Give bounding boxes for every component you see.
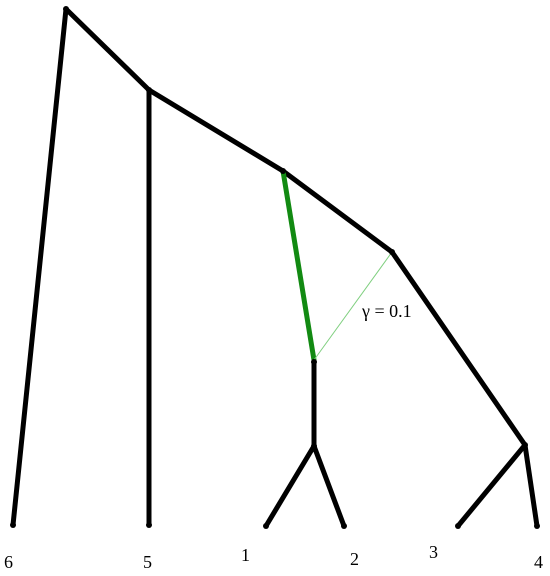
leaf-node-5 (146, 522, 152, 528)
internal-node (389, 249, 395, 255)
edge-node-c-to-node-e (392, 252, 525, 445)
edge-node-e-to-leaf-4 (525, 445, 537, 526)
gamma-label: γ = 0.1 (361, 301, 412, 321)
internal-node (522, 442, 528, 448)
edge-node-d-to-leaf-1 (266, 446, 314, 526)
edge-node-e-to-leaf-3 (458, 445, 525, 526)
major-hybrid-edge (283, 171, 314, 360)
edge-node-b-to-node-c (283, 171, 392, 252)
leaf-label-6: 6 (4, 552, 13, 572)
root-node (63, 6, 69, 12)
leaf-node-1 (263, 523, 269, 529)
hybrid-node (311, 359, 317, 365)
edge-node-a-to-node-b (149, 90, 283, 171)
leaf-node-3 (455, 523, 461, 529)
leaf-node-6 (10, 522, 16, 528)
internal-node (146, 87, 152, 93)
leaf-node-2 (341, 523, 347, 529)
leaf-label-4: 4 (534, 552, 543, 572)
internal-node (311, 443, 317, 449)
internal-node (280, 168, 286, 174)
edge-root-to-leaf-6 (13, 9, 66, 525)
leaf-label-3: 3 (429, 542, 438, 562)
leaf-label-1: 1 (241, 545, 250, 565)
edge-root-to-node-a (66, 9, 149, 90)
leaf-label-2: 2 (350, 549, 359, 569)
edge-node-d-to-leaf-2 (314, 446, 344, 526)
leaf-node-4 (534, 523, 540, 529)
leaf-label-5: 5 (143, 552, 152, 572)
